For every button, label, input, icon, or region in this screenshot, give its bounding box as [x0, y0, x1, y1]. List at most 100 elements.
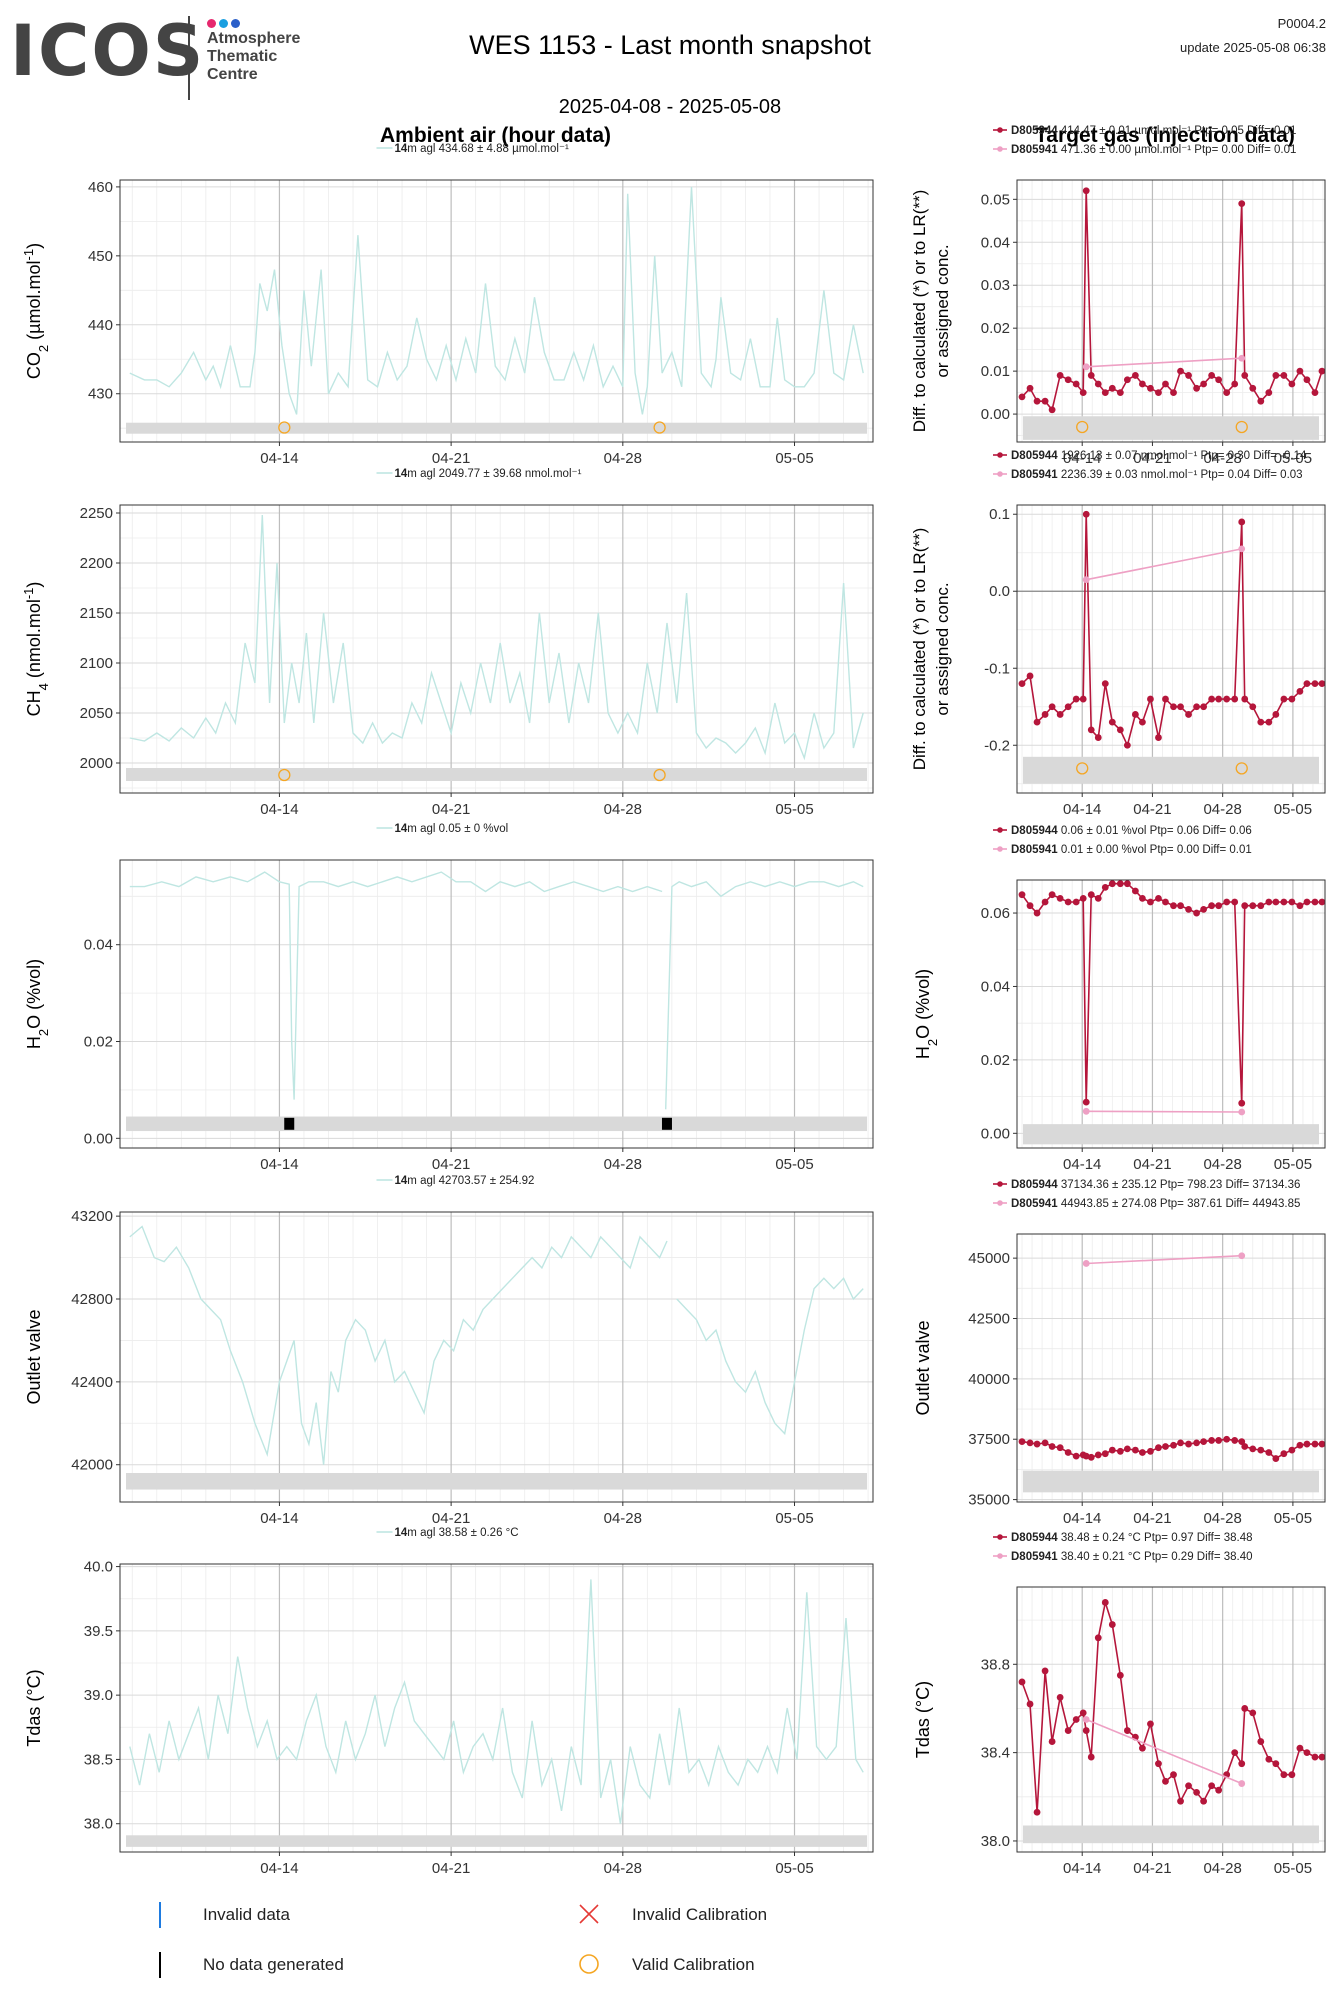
data-point	[1265, 1755, 1273, 1763]
data-point	[1280, 898, 1288, 906]
data-point	[1079, 894, 1087, 902]
data-point	[1193, 384, 1200, 392]
logo-subtitle-line: Thematic	[207, 48, 278, 65]
flag-band	[1023, 1124, 1319, 1145]
plot-background	[1017, 1234, 1325, 1502]
panel-ch4	[116, 472, 874, 797]
data-point	[1082, 576, 1090, 584]
data-point	[1064, 898, 1072, 906]
plot-border	[1016, 504, 1326, 794]
valid-calibration-icon	[579, 1954, 599, 1974]
legend-stats: m agl 38.58 ± 0.26 °C	[407, 1527, 518, 1539]
y-tick-label: 42800	[71, 1291, 113, 1308]
data-point	[1123, 741, 1131, 749]
logo-dots	[207, 15, 243, 33]
data-point	[1238, 545, 1246, 553]
legend-entry: D805941 0.01 ± 0.00 %vol Ptp= 0.00 Diff=…	[1011, 844, 1252, 856]
legend-entry: D805944 38.48 ± 0.24 °C Ptp= 0.97 Diff= …	[1011, 1532, 1253, 1544]
legend-valid-calibration: Valid Calibration	[632, 1955, 755, 1974]
data-point	[1033, 1440, 1041, 1448]
legend-cylinder: D805944	[1011, 1532, 1061, 1544]
y-axis-label-part: H	[24, 1036, 44, 1049]
data-point	[1238, 1760, 1246, 1768]
legend-stats: 37134.36 ± 235.12 Ptp= 798.23 Diff= 3713…	[1061, 1179, 1301, 1191]
invalid-data-icon	[159, 1902, 161, 1928]
valid-calibration-marker	[1235, 762, 1248, 775]
data-point	[1155, 734, 1162, 741]
data-point	[1101, 1450, 1109, 1458]
y-tick-label: 45000	[968, 1250, 1010, 1267]
plot-border	[119, 1211, 874, 1503]
data-point	[1200, 905, 1208, 913]
data-point	[1318, 1753, 1326, 1761]
data-point	[1185, 711, 1192, 718]
flag-band	[126, 1473, 867, 1490]
data-point	[1082, 1260, 1090, 1267]
data-point	[1162, 1777, 1169, 1785]
report-header: ICOS Atmosphere Thematic Centre WES 1153…	[0, 0, 1340, 120]
x-tick-label: 05-05	[775, 1510, 813, 1527]
plot-border	[119, 179, 874, 443]
flag-band	[126, 422, 867, 434]
data-point	[1026, 672, 1034, 680]
x-tick-label: 04-28	[1203, 450, 1241, 467]
legend-level: 14	[395, 143, 408, 155]
data-point	[1200, 703, 1208, 711]
y-tick-label: 2250	[80, 505, 113, 522]
data-point	[1087, 1753, 1095, 1761]
data-point	[1064, 376, 1072, 384]
data-point	[1116, 1447, 1124, 1455]
data-point	[1072, 380, 1080, 388]
data-point	[1185, 372, 1192, 379]
y-axis-label: Tdas (°C)	[913, 1681, 933, 1758]
plot-border	[1016, 879, 1326, 1149]
data-point	[1108, 880, 1116, 888]
data-point	[1265, 389, 1273, 397]
data-point	[1238, 354, 1246, 362]
data-point	[1041, 711, 1049, 718]
data-point	[1147, 1447, 1154, 1455]
data-point	[1162, 695, 1169, 703]
y-tick-label: 39.5	[84, 1623, 113, 1640]
data-point	[1223, 898, 1231, 906]
legend-dot	[997, 452, 1003, 458]
data-point	[1155, 389, 1162, 397]
data-point	[1026, 902, 1034, 910]
data-point	[1231, 898, 1239, 906]
data-point	[1296, 687, 1304, 695]
data-point	[1041, 898, 1049, 906]
legend-stats: 471.36 ± 0.00 µmol.mol⁻¹ Ptp= 0.00 Diff=…	[1061, 144, 1297, 156]
y-tick-label: 2050	[80, 705, 113, 722]
legend-entry: D805941 38.40 ± 0.21 °C Ptp= 0.29 Diff= …	[1011, 1551, 1253, 1563]
y-tick-label: 43200	[71, 1208, 113, 1225]
data-point	[1265, 718, 1273, 726]
plot-background	[120, 180, 873, 442]
y-tick-label: 0.03	[981, 277, 1010, 294]
data-point	[1041, 1667, 1049, 1675]
x-tick-label: 04-14	[260, 450, 298, 467]
data-point	[1303, 898, 1311, 906]
legend-stats: 2236.39 ± 0.03 nmol.mol⁻¹ Ptp= 0.04 Diff…	[1061, 469, 1303, 481]
y-tick-label: 0.00	[981, 406, 1010, 423]
data-point	[1318, 680, 1326, 688]
x-tick-label: 04-14	[260, 1156, 298, 1173]
data-point	[1155, 1760, 1162, 1768]
valid-calibration-marker	[653, 421, 666, 434]
series-line	[129, 1579, 864, 1824]
legend-stats: 38.48 ± 0.24 °C Ptp= 0.97 Diff= 38.48	[1061, 1532, 1253, 1544]
data-point	[1311, 1440, 1319, 1448]
data-point	[1238, 1108, 1246, 1116]
series-line	[1086, 548, 1242, 581]
data-point	[1223, 695, 1231, 703]
y-tick-label: 450	[88, 248, 113, 265]
data-point	[1223, 389, 1231, 397]
y-tick-label: 460	[88, 179, 113, 196]
legend-cylinder: D805941	[1011, 1198, 1061, 1210]
x-tick-label: 04-28	[604, 801, 642, 818]
legend-dot	[997, 827, 1003, 833]
data-point	[1272, 898, 1280, 906]
data-point	[1238, 1780, 1246, 1787]
data-point	[1082, 1098, 1090, 1106]
legend-entry: 14m agl 42703.57 ± 254.92	[395, 1175, 535, 1187]
